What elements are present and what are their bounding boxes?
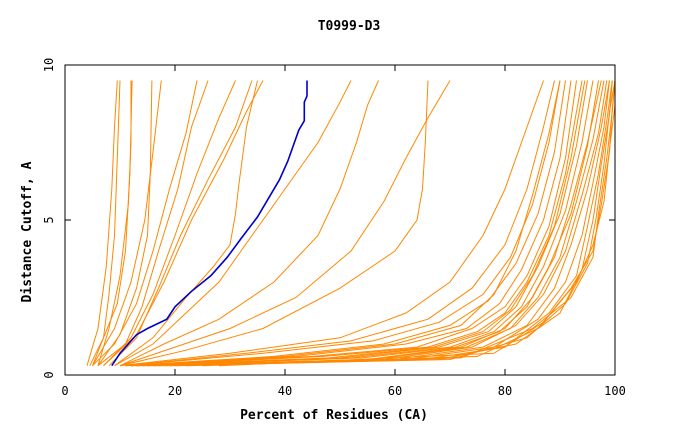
series-line-27 [141,80,594,367]
series-line-16 [119,80,429,367]
series-line-26 [136,80,588,367]
series-line-39 [218,80,616,367]
series-line-23 [130,80,577,367]
series-line-31 [152,80,608,367]
series-line-19 [125,80,561,367]
series-line-37 [185,80,616,367]
x-tick-label-100: 100 [604,384,626,398]
series-line-13 [114,80,352,367]
x-tick-label-60: 60 [388,384,402,398]
series-line-38 [202,80,616,367]
series-line-30 [147,80,605,367]
series-line-7 [92,80,198,367]
x-tick-label-20: 20 [168,384,182,398]
series-line-18 [125,80,555,367]
series-line-25 [136,80,586,367]
series-line-28 [141,80,599,367]
series-line-17 [119,80,544,367]
y-tick-label-10: 10 [42,58,56,72]
y-tick-label-0: 0 [42,371,56,378]
series-line-29 [147,80,602,367]
y-axis-label: Distance Cutoff, A [20,161,35,302]
series-line-14 [119,80,379,367]
series-line-9 [103,80,236,367]
series-line-4 [97,80,132,366]
highlight-line-group [111,80,308,367]
y-tick-label-5: 5 [42,216,56,223]
y-axis-ticks: 0 5 10 [42,58,615,379]
x-tick-label-40: 40 [278,384,292,398]
series-line-35 [169,80,613,367]
chart-title: T0999-D3 [318,19,381,34]
plot-lines [86,80,616,367]
x-axis-label: Percent of Residues (CA) [240,408,428,423]
series-line-22 [130,80,572,367]
series-line-12 [114,80,258,367]
series-line-33 [158,80,610,367]
x-tick-label-80: 80 [498,384,512,398]
series-line-15 [119,80,451,367]
highlight-series-line [111,80,308,367]
x-tick-label-0: 0 [61,384,68,398]
series-line-32 [152,80,610,367]
x-axis-ticks: 0 20 40 60 80 100 [61,65,626,398]
series-line-1 [86,80,118,366]
series-line-20 [125,80,566,367]
series-line-10 [108,80,253,367]
series-line-5 [92,80,162,366]
series-line-2 [92,80,121,366]
series-line-21 [130,80,561,367]
series-line-24 [136,80,583,367]
